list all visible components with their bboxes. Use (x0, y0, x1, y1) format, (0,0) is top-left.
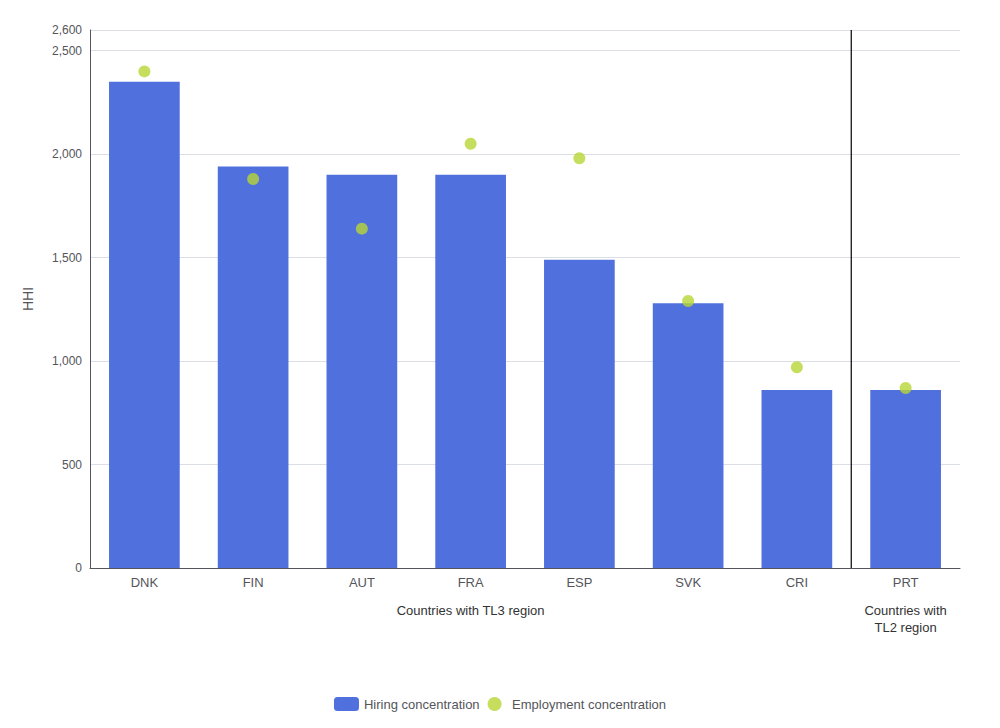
svg-text:2,600: 2,600 (52, 23, 82, 37)
svg-text:CRI: CRI (786, 575, 808, 590)
svg-text:Countries with: Countries with (864, 603, 946, 618)
svg-text:500: 500 (62, 458, 82, 472)
svg-text:ESP: ESP (566, 575, 592, 590)
svg-text:2,500: 2,500 (52, 44, 82, 58)
svg-text:TL2 region: TL2 region (875, 620, 937, 635)
svg-text:2,000: 2,000 (52, 147, 82, 161)
svg-text:FIN: FIN (243, 575, 264, 590)
svg-text:0: 0 (75, 561, 82, 575)
svg-text:SVK: SVK (675, 575, 701, 590)
svg-text:Countries with TL3 region: Countries with TL3 region (397, 603, 545, 618)
svg-text:1,500: 1,500 (52, 251, 82, 265)
svg-text:AUT: AUT (349, 575, 375, 590)
svg-text:DNK: DNK (131, 575, 159, 590)
svg-text:Employment concentration: Employment concentration (512, 697, 666, 712)
svg-text:1,000: 1,000 (52, 354, 82, 368)
svg-text:PRT: PRT (893, 575, 919, 590)
svg-text:Hiring concentration: Hiring concentration (364, 697, 480, 712)
svg-text:HHI: HHI (20, 287, 36, 311)
svg-text:FRA: FRA (458, 575, 484, 590)
